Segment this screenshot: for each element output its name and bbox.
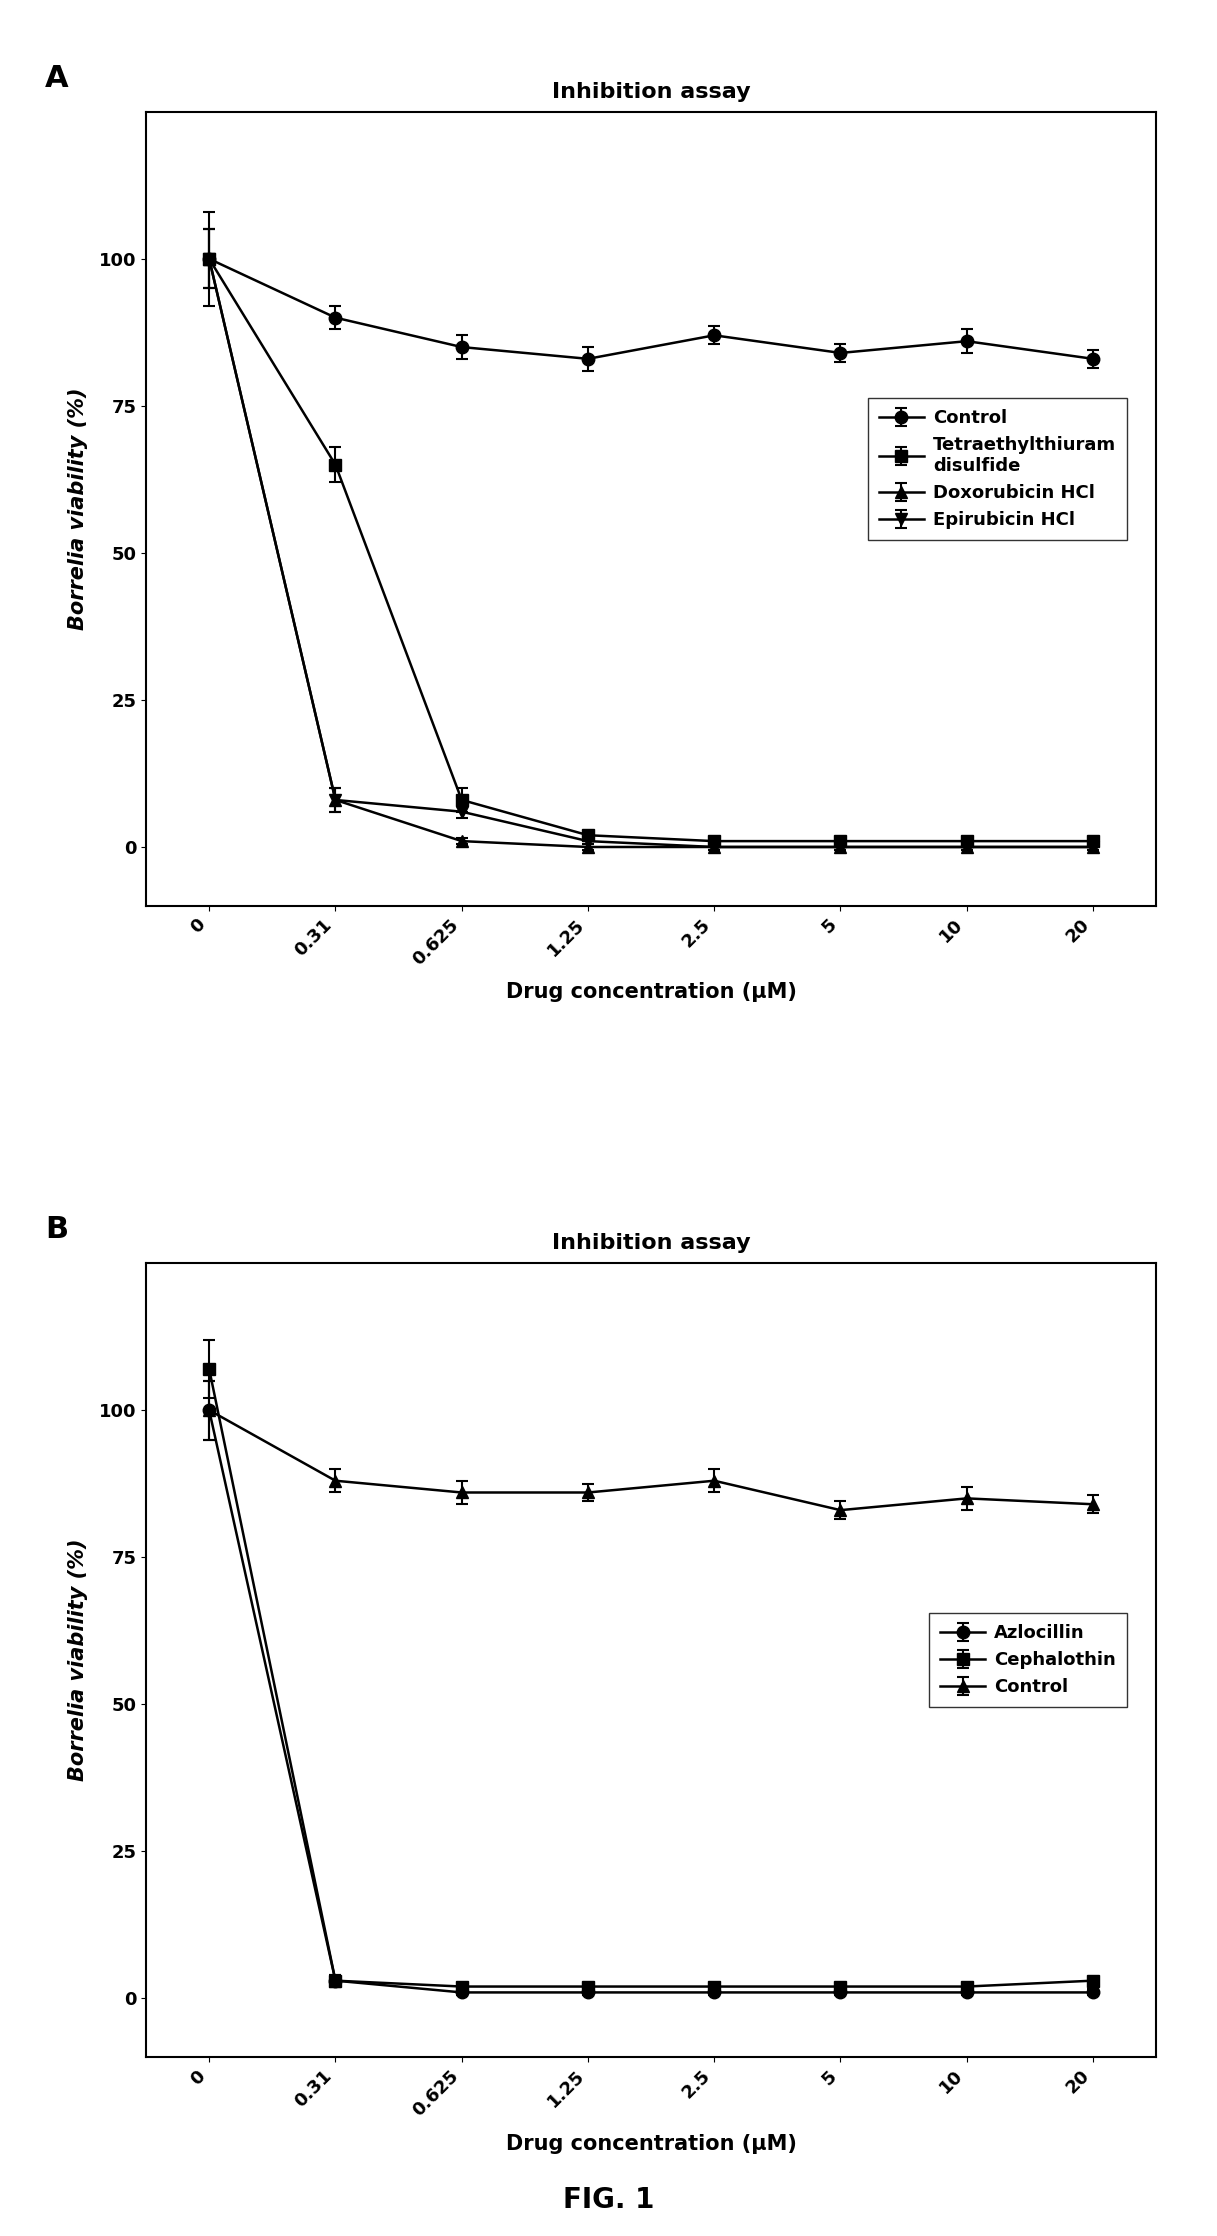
Y-axis label: Borrelia viability (%): Borrelia viability (%)	[68, 1538, 88, 1782]
X-axis label: Drug concentration (μM): Drug concentration (μM)	[505, 2133, 797, 2153]
Y-axis label: Borrelia viability (%): Borrelia viability (%)	[68, 387, 88, 631]
Text: FIG. 1: FIG. 1	[562, 2185, 655, 2214]
Title: Inhibition assay: Inhibition assay	[551, 83, 751, 103]
X-axis label: Drug concentration (μM): Drug concentration (μM)	[505, 982, 797, 1002]
Text: B: B	[45, 1216, 68, 1245]
Legend: Control, Tetraethylthiuram
disulfide, Doxorubicin HCl, Epirubicin HCl: Control, Tetraethylthiuram disulfide, Do…	[868, 398, 1127, 539]
Title: Inhibition assay: Inhibition assay	[551, 1234, 751, 1252]
Text: A: A	[45, 65, 68, 94]
Legend: Azlocillin, Cephalothin, Control: Azlocillin, Cephalothin, Control	[930, 1612, 1127, 1706]
